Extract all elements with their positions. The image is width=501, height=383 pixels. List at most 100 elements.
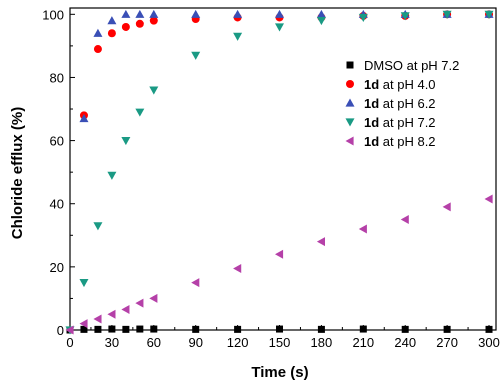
data-point [79, 319, 88, 329]
x-tick-label: 120 [227, 335, 249, 350]
data-point [107, 29, 116, 38]
data-point [401, 325, 409, 333]
x-tick-label: 270 [436, 335, 458, 350]
data-point [484, 194, 493, 204]
data-point [149, 9, 159, 18]
data-point [65, 325, 74, 335]
data-point [121, 22, 130, 31]
legend-item-4: 1d at pH 8.2 [345, 134, 436, 149]
y-axis-title: Chloride efflux (%) [9, 107, 26, 240]
data-point [358, 13, 368, 22]
data-point [358, 224, 367, 234]
legend-label: DMSO at pH 7.2 [364, 58, 459, 73]
data-point [93, 314, 102, 324]
data-point [192, 325, 200, 333]
y-tick-label: 0 [57, 323, 64, 338]
data-point [317, 325, 325, 333]
data-point [121, 304, 130, 314]
data-point [316, 237, 326, 247]
data-point [93, 28, 103, 37]
data-point [442, 202, 451, 212]
plot-area [69, 7, 497, 331]
series-3 [65, 10, 494, 335]
legend-marker [345, 118, 355, 127]
data-point [150, 325, 158, 333]
data-point [191, 9, 201, 18]
x-tick-label: 150 [269, 335, 291, 350]
data-point [316, 17, 326, 26]
legend-label: 1d at pH 6.2 [364, 96, 436, 111]
data-point [191, 51, 201, 60]
data-point [93, 222, 103, 231]
plot-border [69, 7, 497, 331]
series-4 [65, 194, 493, 335]
data-point [485, 325, 493, 333]
data-point [359, 325, 367, 333]
data-point [484, 10, 494, 19]
legend-item-1: 1d at pH 4.0 [346, 77, 436, 92]
legend-marker [345, 98, 355, 107]
data-point [149, 16, 158, 25]
data-point [443, 325, 451, 333]
data-point [275, 9, 285, 18]
data-point [121, 136, 131, 146]
data-point [79, 113, 89, 123]
data-point [135, 19, 144, 28]
legend-marker [345, 136, 354, 146]
x-tick-label: 60 [147, 335, 161, 350]
x-tick-label: 0 [66, 335, 73, 350]
data-point [442, 10, 452, 19]
y-tick-label: 100 [42, 7, 64, 22]
x-tick-label: 90 [188, 335, 202, 350]
x-tick-label: 210 [352, 335, 374, 350]
legend-label: 1d at pH 4.0 [364, 77, 436, 92]
data-point [400, 12, 410, 21]
data-point [94, 325, 102, 333]
data-point [136, 325, 144, 333]
data-point [107, 16, 117, 25]
data-point [276, 325, 284, 333]
x-tick-label: 240 [394, 335, 416, 350]
data-point [149, 86, 159, 95]
data-point [135, 298, 144, 308]
data-point [275, 249, 284, 259]
legend-label: 1d at pH 7.2 [364, 115, 436, 130]
data-point [135, 9, 145, 18]
data-point [316, 9, 326, 18]
data-point [400, 215, 409, 225]
data-point [122, 325, 130, 333]
x-tick-label: 180 [311, 335, 333, 350]
data-point [93, 45, 102, 54]
x-tick-label: 300 [478, 335, 500, 350]
legend-marker [346, 80, 354, 88]
y-tick-label: 20 [50, 260, 64, 275]
legend-item-0: DMSO at pH 7.2 [346, 58, 459, 73]
data-point [234, 325, 242, 333]
x-axis-title: Time (s) [251, 364, 308, 381]
legend: DMSO at pH 7.2 1d at pH 4.0 1d at pH 6.2 1d… [345, 58, 459, 149]
data-point [233, 32, 243, 41]
data-point [149, 293, 158, 303]
y-tick-label: 80 [50, 70, 64, 85]
data-point [275, 23, 285, 32]
tick-labels: 0 30 60 90 120 150 180 210 240 270 300 0 20 40 60 80 100 [42, 7, 500, 350]
data-point [108, 325, 116, 333]
data-point [79, 279, 89, 288]
legend-marker [346, 61, 354, 69]
data-point [107, 171, 117, 180]
x-tick-label: 30 [105, 335, 119, 350]
data-point [121, 9, 131, 18]
series-0 [66, 325, 493, 334]
y-tick-label: 40 [50, 197, 64, 212]
legend-item-2: 1d at pH 6.2 [345, 96, 436, 111]
data-point [233, 263, 242, 273]
data-point [191, 278, 200, 288]
y-tick-label: 60 [50, 134, 64, 149]
data-point [233, 9, 243, 18]
data-point [107, 309, 116, 319]
data-point [80, 325, 88, 333]
legend-item-3: 1d at pH 7.2 [345, 115, 436, 130]
legend-label: 1d at pH 8.2 [364, 134, 436, 149]
data-point [135, 108, 145, 117]
